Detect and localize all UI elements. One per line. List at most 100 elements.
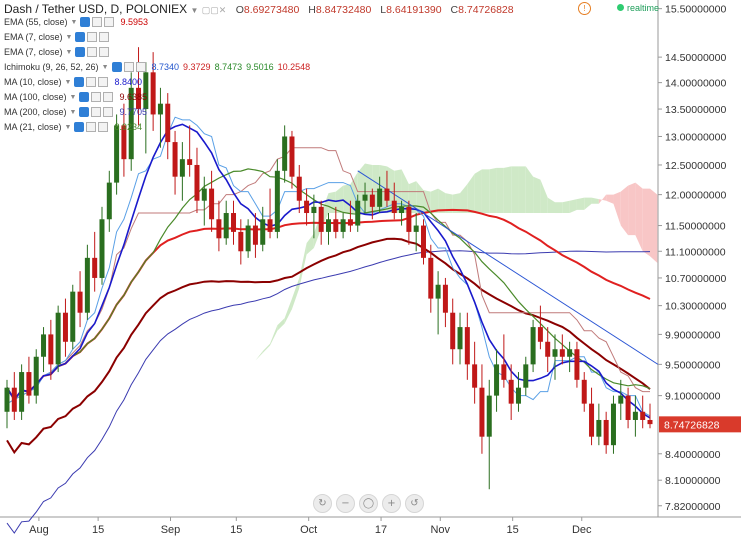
- indicator-label: MA (100, close): [4, 92, 67, 102]
- ichimoku-cloud-segment: [277, 318, 285, 331]
- candle-body: [508, 379, 514, 404]
- indicator-row[interactable]: MA (200, close) ▼ 9.7705: [4, 107, 147, 117]
- indicator-caret-icon[interactable]: ▼: [101, 63, 109, 71]
- indicator-caret-icon[interactable]: ▼: [70, 18, 78, 26]
- eye-icon[interactable]: [75, 47, 86, 57]
- indicator-caret-icon[interactable]: ▼: [64, 78, 72, 86]
- warning-icon[interactable]: !: [578, 2, 591, 15]
- candle-body: [209, 188, 215, 220]
- settings-icon[interactable]: [123, 62, 134, 72]
- ichimoku-cloud-segment: [481, 169, 490, 214]
- candle-body: [640, 411, 646, 420]
- indicator-row[interactable]: EMA (7, close) ▼: [4, 32, 111, 42]
- indicator-value: 9.5953: [120, 17, 148, 27]
- candle-body: [450, 312, 456, 350]
- candle-body: [296, 176, 302, 201]
- candle-body: [216, 219, 222, 239]
- close-icon[interactable]: [99, 32, 110, 42]
- settings-icon[interactable]: [87, 47, 98, 57]
- settings-icon[interactable]: [91, 92, 102, 102]
- eye-icon[interactable]: [79, 92, 90, 102]
- candle-body: [647, 419, 653, 425]
- candle-body: [84, 257, 90, 313]
- eye-icon[interactable]: [79, 107, 90, 117]
- realtime-status: realtime: [616, 3, 659, 13]
- indicator-caret-icon[interactable]: ▼: [69, 93, 77, 101]
- close-icon[interactable]: [98, 122, 109, 132]
- indicator-row[interactable]: EMA (7, close) ▼: [4, 47, 111, 57]
- x-tick-label: Dec: [572, 524, 592, 536]
- indicator-row[interactable]: MA (21, close) ▼ 8.9234: [4, 122, 142, 132]
- header-buttons[interactable]: ▢▢✕: [201, 5, 227, 15]
- settings-icon[interactable]: [86, 77, 97, 87]
- ichimoku-cloud-segment: [569, 199, 577, 214]
- candle-body: [11, 387, 17, 412]
- zoom-in-icon[interactable]: ↺: [405, 494, 424, 513]
- settings-icon[interactable]: [87, 32, 98, 42]
- settings-icon[interactable]: [86, 122, 97, 132]
- ichimoku-cloud-segment: [555, 202, 563, 214]
- ohlc-readout: O8.69273480 H8.84732480 L8.64191390 C8.7…: [235, 4, 514, 16]
- ichimoku-cloud-segment: [255, 351, 263, 361]
- candle-body: [231, 213, 237, 232]
- ichimoku-cloud-segment: [628, 182, 636, 236]
- close-icon[interactable]: [99, 47, 110, 57]
- candle-body: [48, 334, 54, 365]
- close-icon[interactable]: [103, 107, 114, 117]
- candle-body: [326, 219, 331, 232]
- settings-icon[interactable]: [92, 17, 103, 27]
- candle-body: [435, 284, 441, 299]
- ichimoku-cloud-segment: [650, 188, 658, 263]
- indicator-caret-icon[interactable]: ▼: [69, 108, 77, 116]
- indicator-caret-icon[interactable]: ▼: [64, 123, 72, 131]
- settings-icon[interactable]: [91, 107, 102, 117]
- candle-body: [172, 142, 178, 177]
- indicator-row[interactable]: MA (10, close) ▼ 8.8400: [4, 77, 142, 87]
- y-tick-label: 8.40000000: [665, 449, 721, 461]
- candle-body: [457, 327, 463, 350]
- x-tick-label: 15: [507, 524, 519, 536]
- header-caret[interactable]: ▼: [190, 6, 199, 15]
- candle-body: [428, 257, 434, 299]
- indicator-caret-icon[interactable]: ▼: [65, 33, 73, 41]
- symbol-title: Dash / Tether USD, D, POLONIEX: [4, 2, 188, 16]
- eye-icon[interactable]: [74, 77, 85, 87]
- indicator-caret-icon[interactable]: ▼: [65, 48, 73, 56]
- minus-icon[interactable]: −: [336, 494, 355, 513]
- candle-body: [625, 395, 631, 420]
- x-tick-label: Aug: [29, 524, 49, 536]
- indicator-row[interactable]: EMA (55, close) ▼ 9.5953: [4, 17, 148, 27]
- price-axis-background: [658, 0, 741, 540]
- eye-icon[interactable]: [111, 62, 122, 72]
- indicator-value: 8.9234: [114, 122, 142, 132]
- close-icon[interactable]: [98, 77, 109, 87]
- candle-body: [399, 206, 405, 214]
- close-icon[interactable]: [135, 62, 146, 72]
- close-icon[interactable]: [103, 92, 114, 102]
- ichimoku-cloud-segment: [584, 197, 592, 210]
- ichimoku-cloud-segment: [591, 197, 599, 204]
- ma200-line: [6, 250, 651, 534]
- trend-line: [357, 170, 659, 365]
- low-value: 8.64191390: [386, 4, 442, 16]
- indicator-row[interactable]: Ichimoku (9, 26, 52, 26) ▼ 8.7340 9.3729 8.7…: [4, 62, 310, 72]
- plus-icon[interactable]: +: [382, 494, 401, 513]
- last-price-box: [659, 416, 741, 433]
- eye-icon[interactable]: [80, 17, 91, 27]
- eye-icon[interactable]: [74, 122, 85, 132]
- ichimoku-cloud-segment: [598, 194, 607, 204]
- ichimoku-cloud-segment: [503, 166, 512, 214]
- y-tick-label: 8.10000000: [665, 475, 721, 487]
- ichimoku-cloud-segment: [218, 387, 227, 392]
- indicator-row[interactable]: MA (100, close) ▼ 9.6385: [4, 92, 147, 102]
- zoom-out-icon[interactable]: ↻: [313, 494, 332, 513]
- close-icon[interactable]: [104, 17, 115, 27]
- indicator-value: 10.2548: [277, 62, 311, 72]
- y-tick-label: 9.10000000: [665, 391, 721, 403]
- y-tick-label: 14.50000000: [665, 52, 726, 64]
- candle-body: [274, 170, 280, 232]
- eye-icon[interactable]: [75, 32, 86, 42]
- reset-icon[interactable]: ◯: [359, 494, 378, 513]
